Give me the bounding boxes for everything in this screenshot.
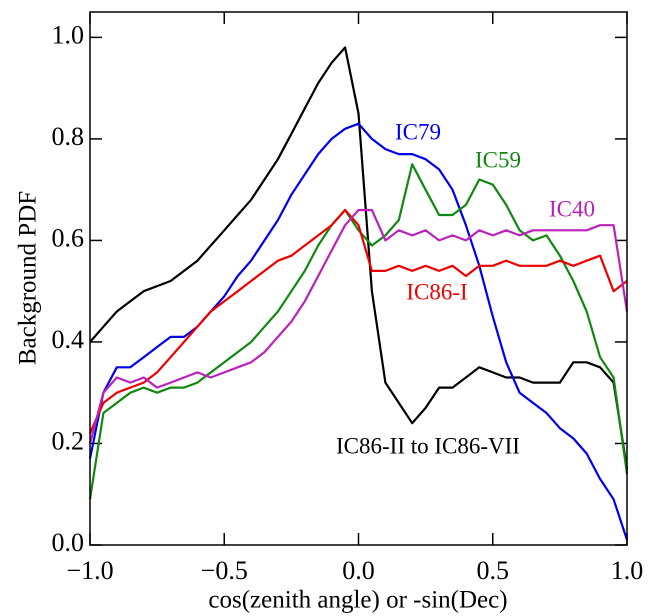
- series-label: IC79: [395, 119, 441, 144]
- y-tick-label: 0.2: [52, 426, 85, 455]
- x-tick-label: −1.0: [66, 556, 113, 585]
- y-tick-label: 0.0: [52, 528, 85, 557]
- series-line: [88, 122, 629, 541]
- series-line: [89, 46, 629, 470]
- series-label: IC59: [475, 147, 521, 172]
- x-tick-label: 1.0: [611, 556, 644, 585]
- series-label: IC40: [549, 196, 595, 221]
- x-tick-label: 0.0: [342, 556, 375, 585]
- series-line: [88, 208, 628, 434]
- y-tick-label: 0.4: [52, 325, 85, 354]
- y-tick-label: 0.6: [52, 223, 85, 252]
- y-axis-label: Background PDF: [15, 191, 42, 365]
- x-tick-label: 0.5: [477, 556, 510, 585]
- series-line: [88, 163, 629, 500]
- x-tick-label: −0.5: [201, 556, 248, 585]
- plot-frame: [89, 11, 628, 546]
- series-label: IC86-II to IC86-VII: [336, 433, 520, 458]
- series-label: IC86-I: [406, 279, 467, 304]
- series-line: [88, 208, 629, 444]
- y-tick-label: 1.0: [52, 20, 85, 49]
- y-tick-label: 0.8: [52, 122, 85, 151]
- x-axis-label: cos(zenith angle) or -sin(Dec): [208, 587, 507, 614]
